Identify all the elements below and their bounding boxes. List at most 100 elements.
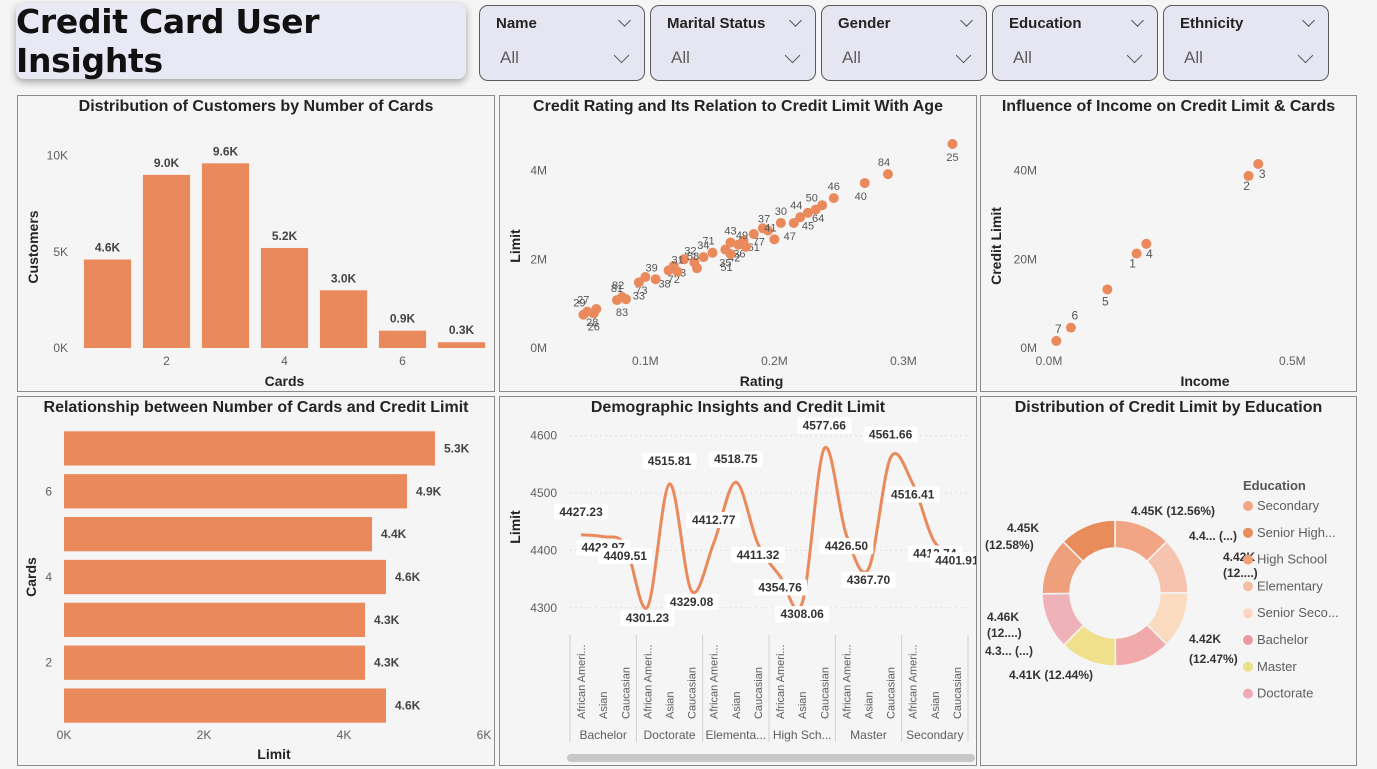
slicer-label: Education — [1009, 15, 1082, 32]
bar — [64, 474, 407, 509]
point-label: 36 — [733, 249, 745, 261]
chart-title: Credit Rating and Its Relation to Credit… — [533, 98, 943, 115]
chart-canvas: 4.45K (12.56%) 4.4... (...) 4.42K (12....) 4… — [985, 478, 1339, 701]
category-label: African Ameri... — [709, 644, 721, 719]
data-label: 4.6K — [95, 241, 121, 255]
y-axis-title: Cards — [23, 557, 39, 597]
slicer-value[interactable]: All — [500, 48, 519, 67]
point-label: 29 — [573, 298, 585, 310]
data-label-background — [554, 503, 609, 520]
y-tick-label: 0M — [530, 341, 547, 355]
slicer-name[interactable]: Name All — [479, 5, 645, 81]
legend-label: Senior Seco... — [1257, 605, 1339, 620]
point-label: 3 — [1259, 167, 1266, 181]
point-label: 37 — [758, 213, 770, 225]
chart-canvas: 5.3K 4.9K 4.4K 4.6K 4.3K 4.3K 4.6K 6 4 2 0K 2K 4K 6K L… — [23, 431, 491, 762]
y-tick-label: 40M — [1014, 164, 1037, 178]
group-label: High Sch... — [773, 728, 832, 742]
slicer-value[interactable]: All — [1013, 48, 1032, 67]
chevron-down-icon[interactable] — [1131, 14, 1144, 27]
chart-canvas: 43004400450046004427.234423.974409.51430… — [507, 417, 976, 742]
scatter-point — [882, 169, 893, 180]
data-label: 4.6K — [395, 699, 421, 713]
chart-title: Relationship between Number of Cards and… — [43, 399, 469, 416]
data-label-background — [686, 512, 741, 529]
data-label-background — [929, 552, 976, 569]
data-label-background — [753, 579, 808, 596]
point-label: 58 — [687, 251, 699, 263]
x-tick-label: 4K — [337, 728, 352, 742]
point-label: 6 — [1072, 309, 1079, 323]
legend-marker — [1243, 688, 1253, 699]
point-label: 50 — [806, 193, 818, 205]
y-tick-label: 4600 — [530, 429, 557, 443]
legend-title: Education — [1243, 478, 1306, 493]
data-label: 9.6K — [213, 144, 239, 158]
y-tick-label: 0K — [53, 341, 68, 355]
scatter-point — [788, 217, 799, 228]
chevron-down-icon[interactable] — [618, 14, 631, 27]
category-label: Caucasian — [620, 667, 632, 719]
chart-demographic-limit[interactable]: Demographic Insights and Credit Limit 43… — [499, 396, 977, 766]
chart-cards-limit[interactable]: Relationship between Number of Cards and… — [17, 396, 495, 766]
chart-education-donut[interactable]: Distribution of Credit Limit by Educatio… — [980, 396, 1357, 766]
scatter-point — [672, 266, 683, 277]
legend-label: Secondary — [1257, 498, 1320, 513]
slice-label: (12....) — [1223, 566, 1258, 580]
slicer-education[interactable]: Education All — [992, 5, 1158, 81]
scatter-point — [1051, 335, 1062, 346]
group-label: Secondary — [906, 728, 963, 742]
data-label: 4.3K — [374, 613, 400, 627]
page-title: Credit Card User Insights — [16, 2, 320, 80]
x-tick-label: 6 — [399, 354, 406, 368]
chevron-down-icon[interactable] — [960, 14, 973, 27]
scatter-point — [1141, 238, 1152, 249]
slicer-ethnicity[interactable]: Ethnicity All — [1163, 5, 1329, 81]
bar — [378, 330, 427, 348]
chart-canvas: 0M 20M 40M 0.0M 0.5M 32 41 5 67 Income Credit Limi… — [988, 158, 1306, 389]
chart-rating-limit[interactable]: Credit Rating and Its Relation to Credit… — [499, 95, 977, 392]
group-label: Doctorate — [643, 728, 695, 742]
chart-income-limit[interactable]: Influence of Income on Credit Limit & Ca… — [980, 95, 1357, 392]
donut-slice — [1062, 519, 1116, 563]
slicer-gender[interactable]: Gender All — [821, 5, 987, 81]
data-label: 4409.51 — [604, 549, 648, 563]
slicer-value[interactable]: All — [671, 48, 690, 67]
slice-label: (12.58%) — [985, 538, 1034, 552]
slicer-label: Gender — [838, 15, 891, 32]
y-tick-label: 4300 — [530, 601, 557, 615]
scatter-point — [578, 309, 589, 320]
point-label: 45 — [802, 221, 814, 233]
point-label: 25 — [946, 152, 958, 164]
scatter-point — [828, 193, 839, 204]
point-label: 77 — [753, 236, 765, 248]
scatter-point — [769, 234, 780, 245]
point-label: 2 — [1243, 179, 1250, 193]
slicer-marital-status[interactable]: Marital Status All — [650, 5, 816, 81]
chevron-down-icon[interactable] — [784, 47, 801, 64]
slice-label: 4.42K — [1189, 632, 1221, 646]
chevron-down-icon[interactable] — [789, 14, 802, 27]
chart-cards-distribution[interactable]: Distribution of Customers by Number of C… — [17, 95, 495, 392]
slicer-value[interactable]: All — [1184, 48, 1203, 67]
chevron-down-icon[interactable] — [1126, 47, 1143, 64]
scatter-point — [748, 229, 759, 240]
scatter-point — [611, 295, 622, 306]
bar — [64, 688, 386, 723]
point-label: 39 — [646, 262, 658, 274]
data-label-background — [775, 606, 830, 623]
slicer-value[interactable]: All — [842, 48, 861, 67]
data-label: 4516.41 — [891, 488, 935, 502]
horizontal-scrollbar[interactable] — [567, 754, 975, 762]
y-tick-label: 0M — [1020, 341, 1037, 355]
point-label: 28 — [586, 317, 598, 329]
chevron-down-icon[interactable] — [1297, 47, 1314, 64]
chevron-down-icon[interactable] — [613, 47, 630, 64]
scatter-point — [1065, 322, 1076, 333]
chevron-down-icon[interactable] — [1302, 14, 1315, 27]
data-label: 5.3K — [444, 441, 470, 455]
legend-marker — [1243, 581, 1253, 592]
point-label: 64 — [812, 213, 824, 225]
chevron-down-icon[interactable] — [955, 47, 972, 64]
data-label: 4.3K — [374, 656, 400, 670]
